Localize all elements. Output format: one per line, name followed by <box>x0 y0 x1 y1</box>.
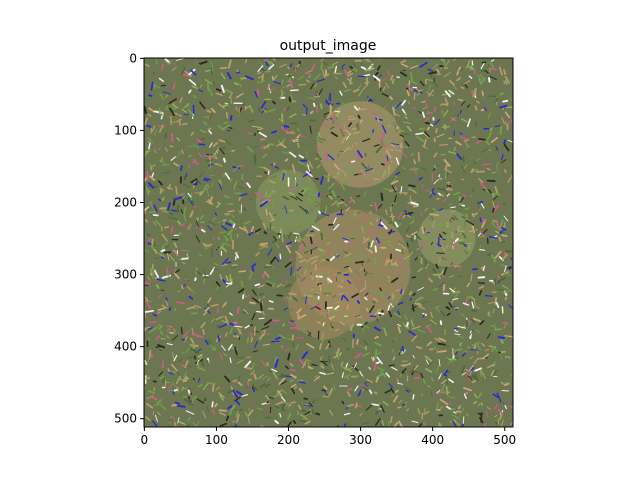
x-tick-label: 200 <box>277 433 300 447</box>
plot-title: output_image <box>280 38 377 54</box>
y-tick-label: 500 <box>114 412 137 426</box>
y-tick-label: 0 <box>129 51 137 65</box>
y-tick-label: 300 <box>114 268 137 282</box>
output-image <box>139 58 517 431</box>
y-tick-label: 400 <box>114 340 137 354</box>
x-tick-label: 400 <box>421 433 444 447</box>
y-tick-label: 100 <box>114 123 137 137</box>
x-tick-label: 0 <box>141 433 149 447</box>
x-tick-label: 300 <box>349 433 372 447</box>
y-tick-label: 200 <box>114 196 137 210</box>
x-tick-label: 100 <box>205 433 228 447</box>
y-axis: 0 100 200 300 400 500 <box>114 51 144 425</box>
x-tick-label: 500 <box>493 433 516 447</box>
x-axis: 0 100 200 300 400 500 <box>141 427 517 447</box>
